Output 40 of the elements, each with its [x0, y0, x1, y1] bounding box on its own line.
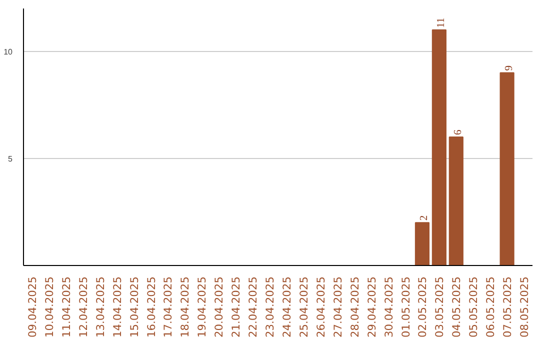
x-tick-label: 15.04.2025 [128, 276, 141, 338]
data-label: 11 [436, 18, 448, 28]
x-tick-label: 29.04.2025 [365, 276, 378, 338]
x-tick-label: 04.05.2025 [450, 276, 464, 338]
x-tick-label: 14.04.2025 [110, 276, 124, 338]
x-tick-label: 22.04.2025 [246, 276, 260, 338]
x-tick-label: 05.05.2025 [467, 276, 480, 338]
x-tick-label: 12.04.2025 [76, 276, 90, 338]
x-tick-label: 10.04.2025 [42, 276, 56, 338]
x-tick-label: 21.04.2025 [230, 276, 243, 338]
y-tick-label: 10 [4, 47, 14, 56]
x-tick-label: 24.04.2025 [280, 276, 294, 338]
bar [500, 72, 514, 266]
x-tick-label: 06.05.2025 [484, 276, 498, 338]
x-tick-label: 27.04.2025 [331, 276, 344, 338]
x-tick-label: 20.04.2025 [212, 276, 226, 338]
x-tick-label: 28.04.2025 [348, 276, 362, 338]
data-label: 9 [504, 65, 516, 71]
x-tick-label: 23.04.2025 [264, 276, 277, 338]
x-tick-label: 18.04.2025 [178, 276, 192, 338]
x-tick-label: 01.05.2025 [399, 276, 412, 338]
data-label: 6 [453, 129, 464, 135]
x-tick-label: 09.04.2025 [26, 276, 39, 338]
y-tick-label: 5 [8, 154, 14, 164]
bar [448, 136, 464, 266]
bar [432, 29, 446, 266]
x-tick-label: 02.05.2025 [416, 276, 430, 338]
bar [414, 222, 430, 266]
x-tick-label: 08.05.2025 [518, 276, 532, 338]
x-tick-label: 03.05.2025 [433, 276, 446, 338]
x-tick-label: 07.05.2025 [501, 276, 514, 338]
x-tick-label: 26.04.2025 [314, 276, 328, 338]
x-tick-label: 17.04.2025 [162, 276, 175, 338]
x-tick-label: 13.04.2025 [94, 276, 107, 338]
data-label: 2 [419, 215, 430, 221]
x-tick-label: 25.04.2025 [297, 276, 310, 338]
x-tick-label: 16.04.2025 [144, 276, 158, 338]
x-tick-label: 11.04.2025 [60, 276, 73, 338]
x-tick-label: 19.04.2025 [196, 276, 209, 338]
x-tick-label: 30.04.2025 [382, 276, 396, 338]
